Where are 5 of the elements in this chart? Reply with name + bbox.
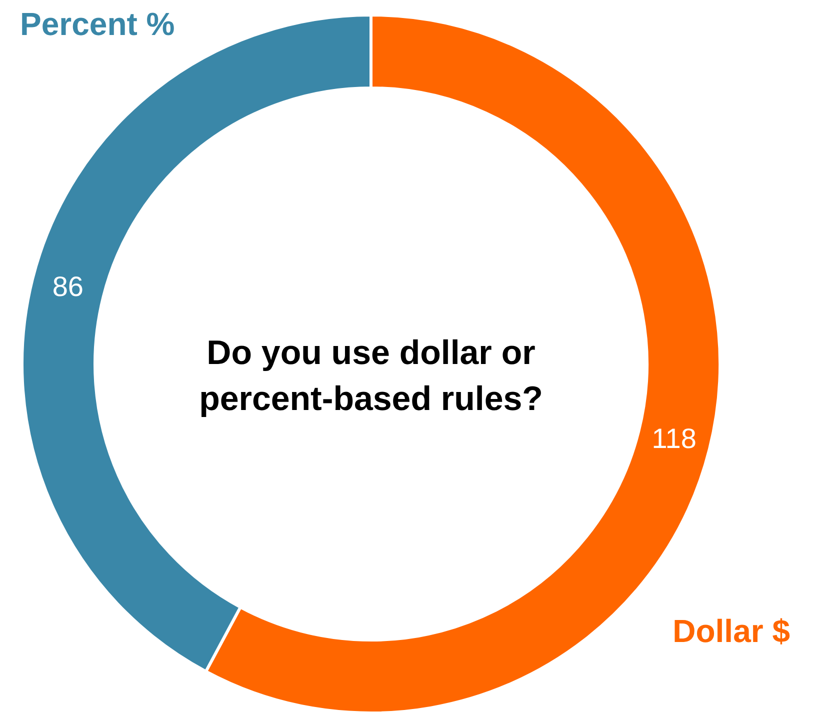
text: Do you use dollar or percent-based rules?	[199, 334, 543, 418]
slice-label: Percent %	[20, 6, 175, 42]
data-label: 86	[52, 270, 84, 302]
slice-label: Dollar $	[672, 613, 790, 649]
data-label: 118	[652, 423, 696, 454]
